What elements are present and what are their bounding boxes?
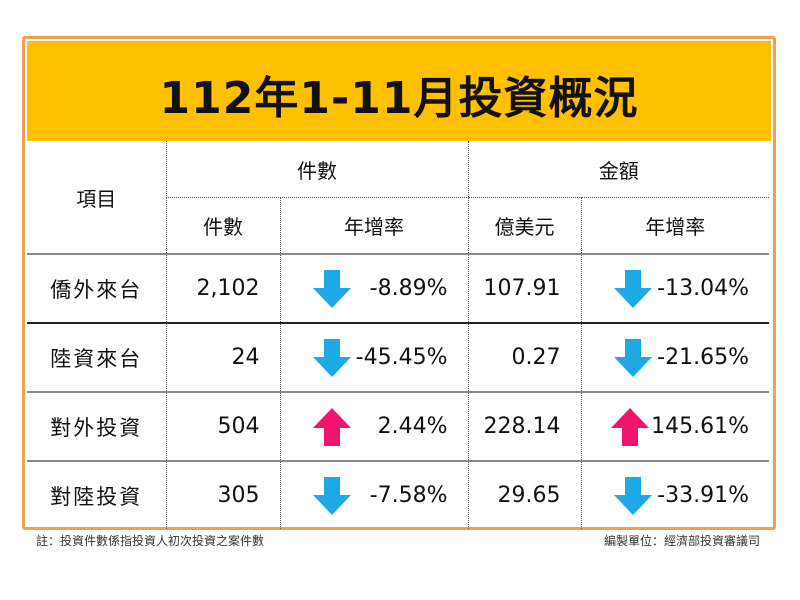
summary-card: 112年1-11月投資概況 項目 件數 金額 件數 年增率 億美元 年增率 僑外… <box>22 36 776 530</box>
arrow-up-icon <box>611 407 650 446</box>
row-amount-growth-cell: 145.61% <box>580 392 769 462</box>
row-count-growth: -8.89% <box>369 276 448 301</box>
row-amount-growth-cell: -13.04% <box>580 254 769 324</box>
arrow-up-icon <box>312 407 351 446</box>
row-amount: 107.91 <box>467 254 581 324</box>
table-row: 對陸投資 305 -7.58% 29.65 -33.91% <box>27 461 769 529</box>
header-item: 項目 <box>27 141 166 255</box>
row-count-growth: -45.45% <box>355 345 448 370</box>
row-item: 僑外來台 <box>27 254 166 324</box>
row-item: 對外投資 <box>27 392 166 462</box>
page-title: 112年1-11月投資概況 <box>159 73 639 124</box>
row-item: 陸資來台 <box>27 323 166 393</box>
row-count: 504 <box>165 392 280 462</box>
footnote: 註：投資件數係指投資人初次投資之案件數 <box>36 534 265 548</box>
row-count: 305 <box>165 461 280 529</box>
arrow-down-icon <box>613 269 652 308</box>
arrow-down-icon <box>613 476 652 515</box>
header-group-count: 件數 <box>165 141 468 198</box>
table-row: 僑外來台 2,102 -8.89% 107.91 -13.04% <box>27 254 769 324</box>
arrow-down-icon <box>312 476 351 515</box>
row-count-growth-cell: 2.44% <box>279 392 468 462</box>
row-amount: 29.65 <box>467 461 581 529</box>
arrow-down-icon <box>312 338 351 377</box>
row-count-growth-cell: -45.45% <box>279 323 468 393</box>
row-amount-growth: -33.91% <box>657 483 749 508</box>
table-row: 對外投資 504 2.44% 228.14 145.61% <box>27 392 769 462</box>
header-amount-growth: 年增率 <box>580 197 769 255</box>
row-count-growth: 2.44% <box>377 414 448 439</box>
source-credit: 編製單位：經濟部投資審議司 <box>603 534 760 548</box>
header-amount-unit: 億美元 <box>467 197 581 255</box>
row-count: 24 <box>165 323 280 393</box>
header-group-amount: 金額 <box>467 141 769 198</box>
row-amount-growth: -13.04% <box>657 276 749 301</box>
row-count: 2,102 <box>165 254 280 324</box>
row-count-growth-cell: -7.58% <box>279 461 468 529</box>
table-row: 陸資來台 24 -45.45% 0.27 -21.65% <box>27 323 769 393</box>
row-item: 對陸投資 <box>50 484 143 509</box>
row-count-growth-cell: -8.89% <box>279 254 468 324</box>
row-amount-growth: 145.61% <box>651 414 749 439</box>
row-amount-growth-cell: -33.91% <box>580 461 769 529</box>
investment-table: 項目 件數 金額 件數 年增率 億美元 年增率 僑外來台 2,102 -8.89… <box>27 141 769 529</box>
row-amount-growth-cell: -21.65% <box>580 323 769 393</box>
title-band: 112年1-11月投資概況 <box>27 41 771 141</box>
row-count-growth: -7.58% <box>369 483 448 508</box>
row-amount: 0.27 <box>467 323 581 393</box>
header-count-growth: 年增率 <box>279 197 468 255</box>
arrow-down-icon <box>312 269 351 308</box>
arrow-down-icon <box>613 338 652 377</box>
header-count: 件數 <box>165 197 280 255</box>
row-amount-growth: -21.65% <box>657 345 749 370</box>
row-amount: 228.14 <box>467 392 581 462</box>
